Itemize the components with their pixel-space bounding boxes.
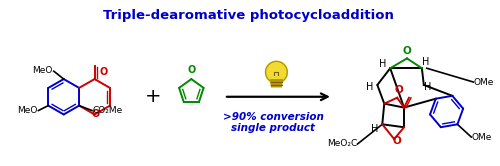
- Text: OMe: OMe: [472, 133, 492, 142]
- Polygon shape: [270, 80, 282, 87]
- Text: MeO: MeO: [32, 66, 53, 75]
- Circle shape: [266, 61, 287, 83]
- Text: O: O: [402, 46, 411, 56]
- Text: O: O: [393, 136, 402, 146]
- Text: CO₂Me: CO₂Me: [93, 106, 123, 115]
- Text: H: H: [366, 82, 373, 92]
- Text: H: H: [422, 57, 430, 67]
- Text: O: O: [187, 65, 196, 75]
- Text: Triple-dearomative photocycloaddition: Triple-dearomative photocycloaddition: [104, 9, 394, 22]
- Text: OMe: OMe: [474, 78, 494, 86]
- Text: O: O: [92, 109, 100, 120]
- Text: O: O: [100, 67, 108, 77]
- Text: H: H: [370, 124, 378, 134]
- Text: O: O: [394, 85, 404, 95]
- Text: MeO₂C: MeO₂C: [328, 139, 358, 148]
- Text: +: +: [144, 87, 161, 106]
- Text: >90% conversion
single product: >90% conversion single product: [223, 112, 324, 133]
- Text: MeO: MeO: [17, 106, 38, 115]
- Text: H: H: [378, 59, 386, 69]
- Text: H: H: [424, 82, 432, 92]
